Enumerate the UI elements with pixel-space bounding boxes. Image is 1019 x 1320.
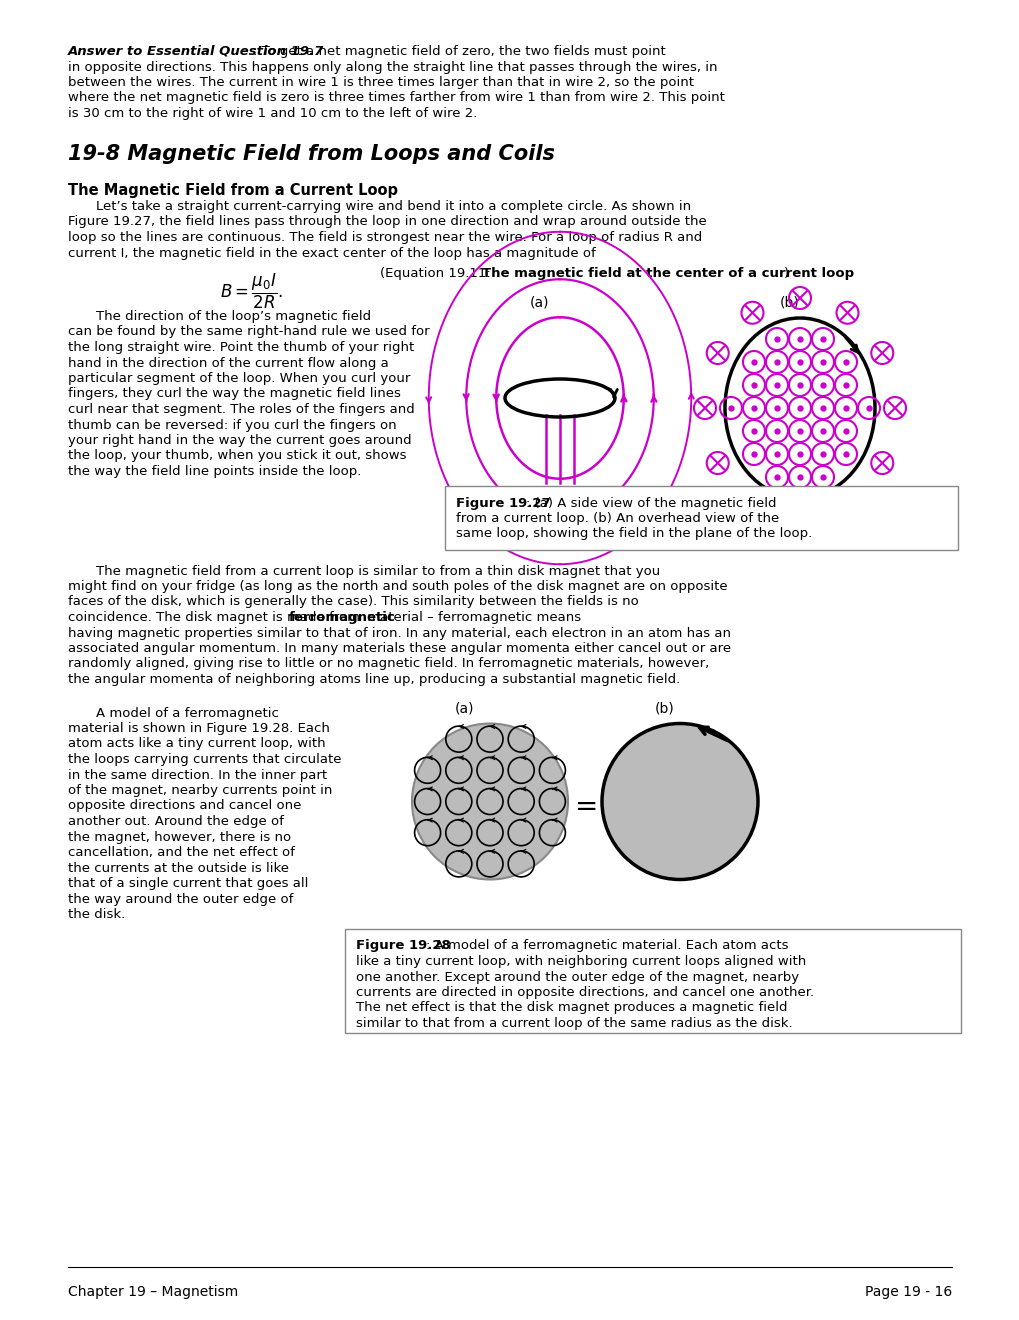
Text: A model of a ferromagnetic: A model of a ferromagnetic: [96, 706, 278, 719]
Text: hand in the direction of the current flow along a: hand in the direction of the current flo…: [68, 356, 388, 370]
Text: the magnet, however, there is no: the magnet, however, there is no: [68, 830, 290, 843]
Text: =: =: [575, 793, 598, 821]
Text: Answer to Essential Question 19.7: Answer to Essential Question 19.7: [68, 45, 324, 58]
Text: the angular momenta of neighboring atoms line up, producing a substantial magnet: the angular momenta of neighboring atoms…: [68, 673, 680, 686]
Text: ferromagnetic: ferromagnetic: [288, 611, 395, 624]
Text: The magnetic field at the center of a current loop: The magnetic field at the center of a cu…: [482, 267, 853, 280]
Text: of the magnet, nearby currents point in: of the magnet, nearby currents point in: [68, 784, 332, 797]
Text: thumb can be reversed: if you curl the fingers on: thumb can be reversed: if you curl the f…: [68, 418, 396, 432]
Text: : To get a net magnetic field of zero, the two fields must point: : To get a net magnetic field of zero, t…: [253, 45, 665, 58]
Text: the currents at the outside is like: the currents at the outside is like: [68, 862, 288, 874]
Text: The magnetic field from a current loop is similar to from a thin disk magnet tha: The magnetic field from a current loop i…: [96, 565, 659, 578]
Text: : A model of a ferromagnetic material. Each atom acts: : A model of a ferromagnetic material. E…: [425, 940, 788, 953]
Text: where the net magnetic field is zero is three times farther from wire 1 than fro: where the net magnetic field is zero is …: [68, 91, 725, 104]
Text: Figure 19.28: Figure 19.28: [356, 940, 450, 953]
Text: curl near that segment. The roles of the fingers and: curl near that segment. The roles of the…: [68, 403, 415, 416]
Text: loop so the lines are continuous. The field is strongest near the wire. For a lo: loop so the lines are continuous. The fi…: [68, 231, 701, 244]
Text: your right hand in the way the current goes around: your right hand in the way the current g…: [68, 434, 412, 447]
Text: current I, the magnetic field in the exact center of the loop has a magnitude of: current I, the magnetic field in the exa…: [68, 247, 595, 260]
Text: faces of the disk, which is generally the case). This similarity between the fie: faces of the disk, which is generally th…: [68, 595, 638, 609]
Text: currents are directed in opposite directions, and cancel one another.: currents are directed in opposite direct…: [356, 986, 813, 999]
Text: from a current loop. (b) An overhead view of the: from a current loop. (b) An overhead vie…: [455, 512, 779, 525]
Circle shape: [412, 723, 568, 879]
Text: can be found by the same right-hand rule we used for: can be found by the same right-hand rule…: [68, 326, 429, 338]
Text: in opposite directions. This happens only along the straight line that passes th: in opposite directions. This happens onl…: [68, 61, 716, 74]
Text: $B = \dfrac{\mu_0 I}{2R}$.: $B = \dfrac{\mu_0 I}{2R}$.: [220, 272, 282, 312]
Text: is 30 cm to the right of wire 1 and 10 cm to the left of wire 2.: is 30 cm to the right of wire 1 and 10 c…: [68, 107, 477, 120]
Text: (a): (a): [454, 701, 474, 715]
Text: the way around the outer edge of: the way around the outer edge of: [68, 892, 293, 906]
Text: opposite directions and cancel one: opposite directions and cancel one: [68, 800, 301, 813]
Text: cancellation, and the net effect of: cancellation, and the net effect of: [68, 846, 294, 859]
Text: Let’s take a straight current-carrying wire and bend it into a complete circle. : Let’s take a straight current-carrying w…: [96, 201, 691, 213]
Text: The direction of the loop’s magnetic field: The direction of the loop’s magnetic fie…: [96, 310, 371, 323]
Text: Figure 19.27: Figure 19.27: [455, 496, 550, 510]
Text: : (a) A side view of the magnetic field: : (a) A side view of the magnetic field: [525, 496, 775, 510]
Text: Figure 19.27, the field lines pass through the loop in one direction and wrap ar: Figure 19.27, the field lines pass throu…: [68, 215, 706, 228]
Text: in the same direction. In the inner part: in the same direction. In the inner part: [68, 768, 327, 781]
Text: (a): (a): [530, 296, 549, 310]
Text: similar to that from a current loop of the same radius as the disk.: similar to that from a current loop of t…: [356, 1016, 792, 1030]
Text: the disk.: the disk.: [68, 908, 125, 921]
FancyBboxPatch shape: [344, 928, 960, 1032]
Text: another out. Around the edge of: another out. Around the edge of: [68, 814, 283, 828]
Text: material – ferromagnetic means: material – ferromagnetic means: [362, 611, 580, 624]
Text: ): ): [784, 267, 789, 280]
Text: like a tiny current loop, with neighboring current loops aligned with: like a tiny current loop, with neighbori…: [356, 954, 805, 968]
Text: the way the field line points inside the loop.: the way the field line points inside the…: [68, 465, 361, 478]
Text: randomly aligned, giving rise to little or no magnetic field. In ferromagnetic m: randomly aligned, giving rise to little …: [68, 657, 708, 671]
Text: might find on your fridge (as long as the north and south poles of the disk magn: might find on your fridge (as long as th…: [68, 579, 727, 593]
Text: having magnetic properties similar to that of iron. In any material, each electr: having magnetic properties similar to th…: [68, 627, 731, 639]
Text: The net effect is that the disk magnet produces a magnetic field: The net effect is that the disk magnet p…: [356, 1002, 787, 1015]
Text: (Equation 19.11:: (Equation 19.11:: [380, 267, 494, 280]
Text: associated angular momentum. In many materials these angular momenta either canc: associated angular momentum. In many mat…: [68, 642, 731, 655]
Circle shape: [601, 723, 757, 879]
Text: (b): (b): [654, 701, 675, 715]
Text: (b): (b): [780, 296, 799, 310]
FancyBboxPatch shape: [444, 486, 957, 549]
Text: one another. Except around the outer edge of the magnet, nearby: one another. Except around the outer edg…: [356, 970, 798, 983]
Text: fingers, they curl the way the magnetic field lines: fingers, they curl the way the magnetic …: [68, 388, 400, 400]
Text: the loop, your thumb, when you stick it out, shows: the loop, your thumb, when you stick it …: [68, 450, 407, 462]
Text: atom acts like a tiny current loop, with: atom acts like a tiny current loop, with: [68, 738, 325, 751]
Text: Chapter 19 – Magnetism: Chapter 19 – Magnetism: [68, 1284, 238, 1299]
Text: particular segment of the loop. When you curl your: particular segment of the loop. When you…: [68, 372, 410, 385]
Text: the long straight wire. Point the thumb of your right: the long straight wire. Point the thumb …: [68, 341, 414, 354]
Text: The Magnetic Field from a Current Loop: The Magnetic Field from a Current Loop: [68, 182, 397, 198]
Text: material is shown in Figure 19.28. Each: material is shown in Figure 19.28. Each: [68, 722, 329, 735]
Text: that of a single current that goes all: that of a single current that goes all: [68, 876, 308, 890]
Text: same loop, showing the field in the plane of the loop.: same loop, showing the field in the plan…: [455, 528, 811, 540]
Text: coincidence. The disk magnet is made from: coincidence. The disk magnet is made fro…: [68, 611, 364, 624]
Text: Page 19 - 16: Page 19 - 16: [864, 1284, 951, 1299]
Text: 19-8 Magnetic Field from Loops and Coils: 19-8 Magnetic Field from Loops and Coils: [68, 144, 554, 165]
Text: between the wires. The current in wire 1 is three times larger than that in wire: between the wires. The current in wire 1…: [68, 77, 693, 88]
Text: the loops carrying currents that circulate: the loops carrying currents that circula…: [68, 752, 341, 766]
